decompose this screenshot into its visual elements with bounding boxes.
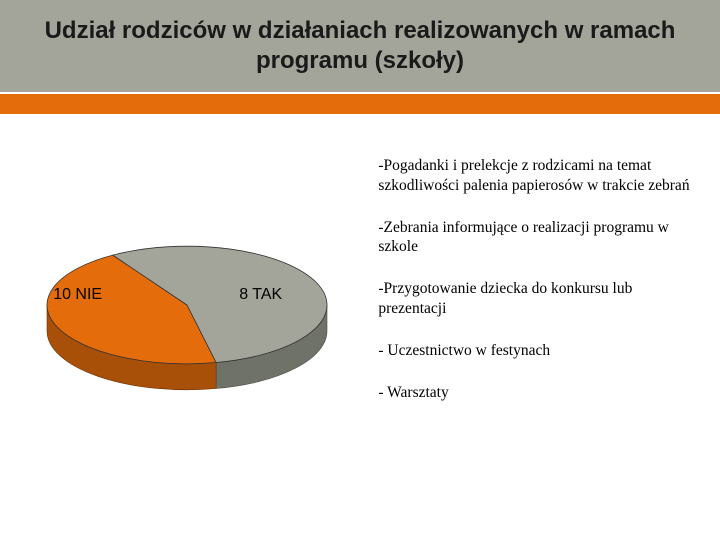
bullet-item: -Zebrania informujące o realizacji progr… [378,218,702,258]
accent-band [0,92,720,116]
chart-column: 8 TAK 10 NIE [0,116,374,540]
pie-svg [37,236,337,400]
bullet-item: - Warsztaty [378,383,702,403]
page-title: Udział rodziców w działaniach realizowan… [30,16,690,76]
bullet-item: - Uczestnictwo w festynach [378,341,702,361]
slice-label-1: 10 NIE [53,286,102,304]
pie-chart: 8 TAK 10 NIE [17,188,357,448]
bullet-item: -Przygotowanie dziecka do konkursu lub p… [378,279,702,319]
content-row: 8 TAK 10 NIE -Pogadanki i prelekcje z ro… [0,116,720,540]
bullet-item: -Pogadanki i prelekcje z rodzicami na te… [378,156,702,196]
bullet-column: -Pogadanki i prelekcje z rodzicami na te… [374,116,720,540]
title-band: Udział rodziców w działaniach realizowan… [0,0,720,92]
slice-label-0: 8 TAK [239,286,282,304]
